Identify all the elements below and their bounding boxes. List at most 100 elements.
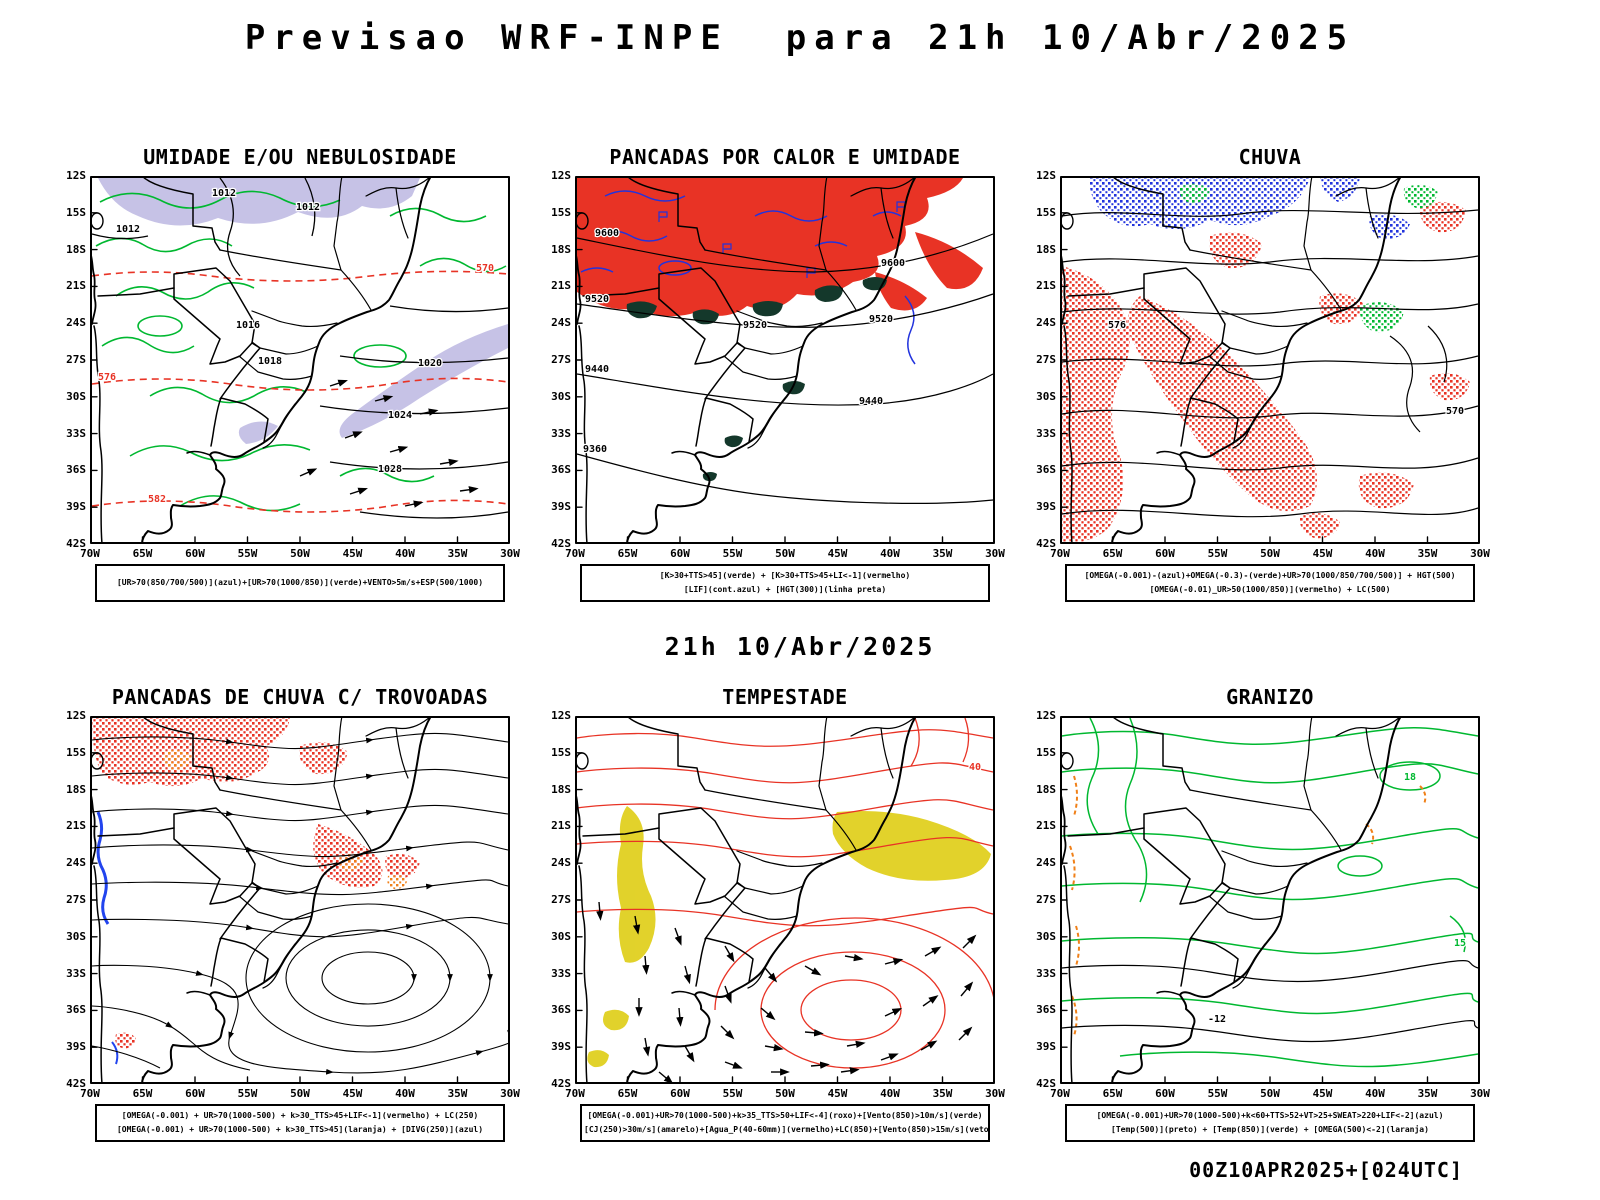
model-run-footer: 00Z10APR2025+[024UTC] bbox=[1189, 1158, 1463, 1182]
lon-axis-item: 45W bbox=[827, 547, 848, 560]
lat-axis: 12S 15S 18S 21S 24S 27S 30S 33S 36S 39S 42S bbox=[50, 169, 86, 550]
lon-axis-item: 50W bbox=[290, 1087, 310, 1100]
lat-axis-item: 24S bbox=[66, 316, 86, 330]
lon-axis-item: 55W bbox=[1207, 547, 1228, 560]
lat-axis-item: 27S bbox=[551, 892, 571, 906]
lat-axis-item: 36S bbox=[1036, 1003, 1056, 1017]
svg-text:1020: 1020 bbox=[418, 358, 442, 369]
lat-axis-item: 24S bbox=[1036, 856, 1056, 870]
lon-axis-item: 60W bbox=[670, 1087, 690, 1100]
lat-axis-item: 39S bbox=[66, 500, 86, 514]
svg-text:1028: 1028 bbox=[378, 464, 402, 475]
lat-axis: 12S 15S 18S 21S 24S 27S 30S 33S 36S 39S 42S bbox=[535, 709, 571, 1090]
lat-axis-item: 15S bbox=[66, 205, 86, 219]
lat-axis-item: 24S bbox=[551, 316, 571, 330]
lon-axis-item: 70W bbox=[1050, 1087, 1070, 1100]
forecast-time-subtitle: 21h 10/Abr/2025 bbox=[664, 632, 936, 661]
lat-axis-item: 42S bbox=[551, 536, 571, 550]
lat-axis-item: 33S bbox=[1036, 966, 1056, 980]
lon-axis-item: 55W bbox=[722, 1087, 743, 1100]
lat-axis-item: 27S bbox=[66, 352, 86, 366]
svg-text:570: 570 bbox=[476, 263, 494, 274]
lat-axis-item: 21S bbox=[551, 819, 571, 833]
lat-axis: 12S 15S 18S 21S 24S 27S 30S 33S 36S 39S 42S bbox=[50, 709, 86, 1090]
lat-axis-item: 21S bbox=[66, 279, 86, 293]
lon-axis-item: 70W bbox=[565, 1087, 585, 1100]
lat-axis-item: 12S bbox=[66, 169, 86, 182]
panel-title: UMIDADE E/OU NEBULOSIDADE bbox=[143, 145, 457, 169]
lat-axis-item: 15S bbox=[1036, 205, 1056, 219]
contour-labels: 40 bbox=[968, 761, 983, 775]
lat-axis-item: 30S bbox=[1036, 389, 1056, 403]
lat-axis-item: 39S bbox=[1036, 500, 1056, 514]
legend-granizo: [OMEGA(-0.001)+UR>70(1000-500)+k<60+TTS>… bbox=[1065, 1104, 1475, 1142]
legend-chuva-item: [OMEGA(-0.001)-(azul)+OMEGA(-0.3)-(verde… bbox=[1084, 571, 1456, 581]
lon-axis-item: 70W bbox=[80, 1087, 100, 1100]
lat-axis-item: 42S bbox=[551, 1076, 571, 1090]
lon-axis-item: 40W bbox=[395, 1087, 415, 1100]
jet-yellow-fill bbox=[587, 806, 991, 1068]
lat-axis-item: 33S bbox=[551, 426, 571, 440]
lon-axis-item: 50W bbox=[1260, 1087, 1280, 1100]
map-tempestade: 40 bbox=[575, 716, 995, 1084]
lat-axis: 12S 15S 18S 21S 24S 27S 30S 33S 36S 39S 42S bbox=[1020, 709, 1056, 1090]
lon-axis-item: 60W bbox=[185, 547, 205, 560]
lat-axis-item: 39S bbox=[551, 500, 571, 514]
lon-axis-item: 55W bbox=[237, 1087, 258, 1100]
svg-text:1018: 1018 bbox=[258, 356, 282, 367]
lon-axis: 70W 65W 60W 55W 50W 45W 40W 35W 30W bbox=[79, 1087, 521, 1100]
legend-tempestade-item: [OMEGA(-0.001)+UR>70(1000-500)+k>35_TTS>… bbox=[587, 1111, 983, 1121]
lon-axis: 70W 65W 60W 55W 50W 45W 40W 35W 30W bbox=[1049, 547, 1491, 560]
map-canvas-pancadas-calor: 9600 9600 9520 9520 9520 9440 9440 9360 bbox=[575, 176, 995, 544]
lat-axis-item: 36S bbox=[1036, 463, 1056, 477]
lat-axis-item: 18S bbox=[1036, 242, 1056, 256]
lon-axis-item: 65W bbox=[617, 1087, 638, 1100]
lat-axis-item: 18S bbox=[551, 242, 571, 256]
rain-red-speckles bbox=[1062, 201, 1470, 542]
rain-green-speckles bbox=[1179, 183, 1438, 333]
lon-axis-item: 60W bbox=[1155, 1087, 1175, 1100]
svg-text:9440: 9440 bbox=[859, 396, 883, 407]
lat-axis-item: 24S bbox=[551, 856, 571, 870]
lon-axis: 70W 65W 60W 55W 50W 45W 40W 35W 30W bbox=[564, 1087, 1006, 1100]
lat-axis-item: 12S bbox=[551, 169, 571, 182]
lat-axis-item: 27S bbox=[66, 892, 86, 906]
panel-title: CHUVA bbox=[1238, 145, 1302, 169]
lon-axis-item: 70W bbox=[565, 547, 585, 560]
lon-axis-item: 45W bbox=[342, 1087, 363, 1100]
lat-axis-item: 30S bbox=[66, 929, 86, 943]
map-canvas-chuva: 570 576 bbox=[1060, 176, 1480, 544]
lat-axis-item: 42S bbox=[66, 536, 86, 550]
panel-pancadas-calor: PANCADAS POR CALOR E UMIDADE 12S 15S 18S 21… bbox=[535, 140, 1005, 618]
lat-axis-item: 36S bbox=[551, 1003, 571, 1017]
lon-axis-item: 40W bbox=[880, 1087, 900, 1100]
legend-pancadas-calor-item: [LIF](cont.azul) + [HGT(300)](linha pret… bbox=[683, 585, 887, 594]
map-umidade: 1012 1012 1012 1016 1018 1020 1024 1028 … bbox=[90, 176, 510, 544]
svg-text:9600: 9600 bbox=[881, 258, 905, 269]
lon-axis-item: 45W bbox=[827, 1087, 848, 1100]
lat-axis-item: 21S bbox=[66, 819, 86, 833]
lat-axis-item: 42S bbox=[1036, 1076, 1056, 1090]
svg-text:1024: 1024 bbox=[388, 410, 412, 421]
lon-axis-item: 60W bbox=[670, 547, 690, 560]
legend-chuva: [OMEGA(-0.001)-(azul)+OMEGA(-0.3)-(verde… bbox=[1065, 564, 1475, 602]
lon-axis-item: 35W bbox=[1417, 547, 1438, 560]
legend-granizo-item: [OMEGA(-0.001)+UR>70(1000-500)+k<60+TTS>… bbox=[1096, 1111, 1444, 1121]
svg-text:9600: 9600 bbox=[595, 228, 619, 239]
lon-axis-item: 65W bbox=[132, 547, 153, 560]
lon-axis-item: 65W bbox=[132, 1087, 153, 1100]
legend-trovoadas: [OMEGA(-0.001) + UR>70(1000-500) + k>30_… bbox=[95, 1104, 505, 1142]
lat-axis-item: 27S bbox=[1036, 892, 1056, 906]
lat-axis-item: 15S bbox=[1036, 745, 1056, 759]
contour-labels: 1012 1012 1012 1016 1018 1020 1024 1028 … bbox=[97, 187, 496, 507]
lat-axis-item: 33S bbox=[1036, 426, 1056, 440]
panel-title: TEMPESTADE bbox=[722, 685, 848, 709]
lat-axis-item: 21S bbox=[1036, 819, 1056, 833]
legend-granizo-item: [Temp(500)](preto) + [Temp(850)](verde) … bbox=[1111, 1125, 1429, 1134]
lon-axis-item: 45W bbox=[1312, 547, 1333, 560]
lon-axis-item: 40W bbox=[880, 547, 900, 560]
lif-blue-contours bbox=[580, 190, 916, 365]
lon-axis-item: 30W bbox=[500, 547, 520, 560]
lat-axis-item: 39S bbox=[551, 1040, 571, 1054]
lat-axis-item: 36S bbox=[66, 463, 86, 477]
